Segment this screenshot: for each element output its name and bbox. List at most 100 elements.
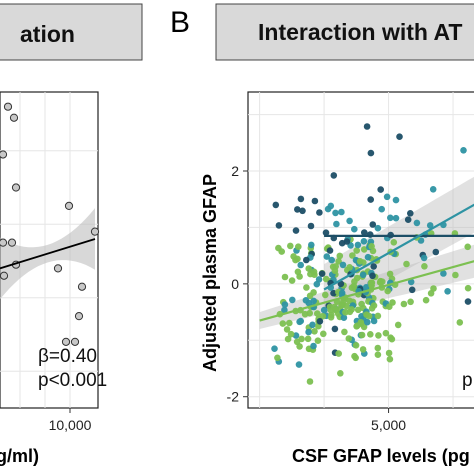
panel-a-p-label: p<0.001 bbox=[38, 370, 107, 391]
panel-b-point-33 bbox=[354, 306, 362, 314]
panel-b-y-ticks: 2 0 -2 bbox=[227, 163, 248, 405]
panel-b-point-280 bbox=[335, 258, 342, 265]
panel-b-point-217 bbox=[413, 219, 421, 227]
panel-b-point-22 bbox=[281, 273, 289, 281]
panel-b-point-265 bbox=[354, 322, 361, 330]
panel-b-point-69 bbox=[432, 248, 440, 256]
panel-b-point-228 bbox=[320, 306, 328, 314]
panel-a-beta-label: β=0.40 bbox=[38, 346, 97, 367]
panel-b-point-219 bbox=[351, 225, 358, 233]
panel-b-point-246 bbox=[315, 276, 323, 283]
panel-b-point-118 bbox=[299, 207, 306, 215]
panel-b-point-67 bbox=[429, 186, 437, 193]
panel-b-point-292 bbox=[294, 255, 301, 263]
panel-b-point-138 bbox=[305, 265, 313, 272]
panel-b-x-axis-title: CSF GFAP levels (pg bbox=[292, 446, 470, 466]
panel-b-point-215 bbox=[444, 288, 451, 295]
panel-b-point-173 bbox=[275, 222, 283, 229]
panel-b-point-183 bbox=[354, 241, 362, 249]
panel-b-point-272 bbox=[386, 270, 394, 278]
panel-b-point-258 bbox=[421, 263, 428, 270]
panel-a-point-3 bbox=[11, 183, 21, 192]
panel-b-point-295 bbox=[339, 261, 347, 269]
panel-b-point-260 bbox=[420, 254, 428, 262]
panel-b-point-149 bbox=[358, 331, 366, 339]
panel-b-point-256 bbox=[400, 300, 408, 308]
panel-b-point-63 bbox=[303, 284, 310, 291]
panel-b-point-240 bbox=[297, 261, 305, 269]
panel-b-point-47 bbox=[287, 242, 294, 250]
panel-b-point-314 bbox=[333, 220, 340, 228]
panel-b-point-329 bbox=[385, 349, 393, 357]
panel-b-fit-lines bbox=[259, 203, 474, 322]
panel-b-x-ticks: 5,000 bbox=[371, 408, 406, 433]
panel-b-point-313 bbox=[310, 268, 318, 276]
panel-b-point-36 bbox=[281, 301, 289, 308]
panel-b-point-177 bbox=[364, 318, 371, 326]
panel-b-point-306 bbox=[279, 320, 287, 327]
panel-a-point-14 bbox=[61, 337, 71, 346]
panel-b-point-221 bbox=[359, 346, 367, 353]
panel-b-point-196 bbox=[349, 252, 356, 259]
panel-b-point-309 bbox=[342, 309, 349, 316]
panel-b-point-109 bbox=[386, 355, 394, 363]
panel-b-point-310 bbox=[396, 133, 403, 140]
panel-b-point-192 bbox=[336, 252, 344, 260]
panel-b-point-82 bbox=[407, 210, 414, 217]
panel-b-point-255 bbox=[346, 264, 353, 271]
panel-b-point-157 bbox=[382, 329, 390, 337]
panel-b-point-276 bbox=[464, 284, 472, 292]
panel-b-point-327 bbox=[368, 282, 375, 289]
panel-b-point-277 bbox=[274, 354, 281, 362]
panel-b-x-tick-label-0: 5,000 bbox=[371, 417, 406, 433]
panel-b-point-328 bbox=[338, 302, 345, 309]
panel-b-point-1 bbox=[407, 278, 415, 286]
panel-b-point-251 bbox=[322, 275, 330, 283]
panel-a-point-4 bbox=[64, 201, 74, 211]
panel-b-point-291 bbox=[464, 243, 472, 251]
panel-b-point-32 bbox=[361, 229, 368, 236]
panel-a-point-9 bbox=[53, 264, 63, 273]
panel-b-point-311 bbox=[370, 302, 378, 309]
panel-b-point-298 bbox=[318, 270, 326, 278]
panel-b-point-53 bbox=[297, 195, 305, 203]
panel-b-point-124 bbox=[308, 241, 315, 249]
panel-b-point-323 bbox=[275, 244, 282, 252]
panel-b-point-46 bbox=[330, 172, 338, 179]
panel-a-point-6 bbox=[7, 238, 17, 247]
panel-b-point-95 bbox=[307, 222, 315, 230]
panel-b-point-156 bbox=[332, 209, 339, 217]
panel-b-point-253 bbox=[302, 297, 310, 304]
panel-a-point-13 bbox=[70, 337, 80, 346]
panel-b-point-318 bbox=[379, 278, 386, 286]
panel-b-point-273 bbox=[283, 326, 291, 333]
panel-b-point-148 bbox=[346, 217, 353, 225]
panel-a-point-11 bbox=[77, 282, 87, 291]
panel-b-fit-line-2 bbox=[259, 260, 474, 322]
panel-b-point-293 bbox=[440, 270, 447, 277]
panel-a-x-ticks: 10,000 bbox=[49, 408, 92, 433]
panel-b-point-137 bbox=[374, 224, 382, 232]
panel-b-point-225 bbox=[452, 271, 459, 279]
panel-b-point-71 bbox=[320, 330, 327, 338]
panel-b-point-169 bbox=[288, 277, 296, 284]
panel-b-point-19 bbox=[408, 286, 416, 294]
panel-b-point-249 bbox=[322, 291, 329, 299]
panel-a-x-axis-title: g/ml) bbox=[0, 446, 39, 466]
panel-b-point-262 bbox=[338, 289, 346, 297]
panel-b-point-170 bbox=[310, 297, 318, 305]
panel-b-point-261 bbox=[353, 274, 361, 282]
panel-a-point-1 bbox=[3, 102, 13, 111]
panel-b-point-182 bbox=[422, 296, 430, 304]
panel-b-point-16 bbox=[392, 196, 400, 204]
panel-b-point-161 bbox=[374, 351, 382, 359]
panel-b-point-201 bbox=[294, 268, 302, 276]
panel-b-point-110 bbox=[360, 238, 368, 245]
panel-a-strip bbox=[0, 3, 143, 61]
panel-b-fit-line-1 bbox=[323, 203, 474, 291]
panel-a-fit-line bbox=[0, 238, 96, 270]
panel-b-point-247 bbox=[348, 306, 356, 313]
panel-a-strip-title: ation bbox=[20, 21, 75, 47]
panel-b-point-162 bbox=[367, 331, 374, 338]
panel-b-point-243 bbox=[337, 370, 344, 377]
